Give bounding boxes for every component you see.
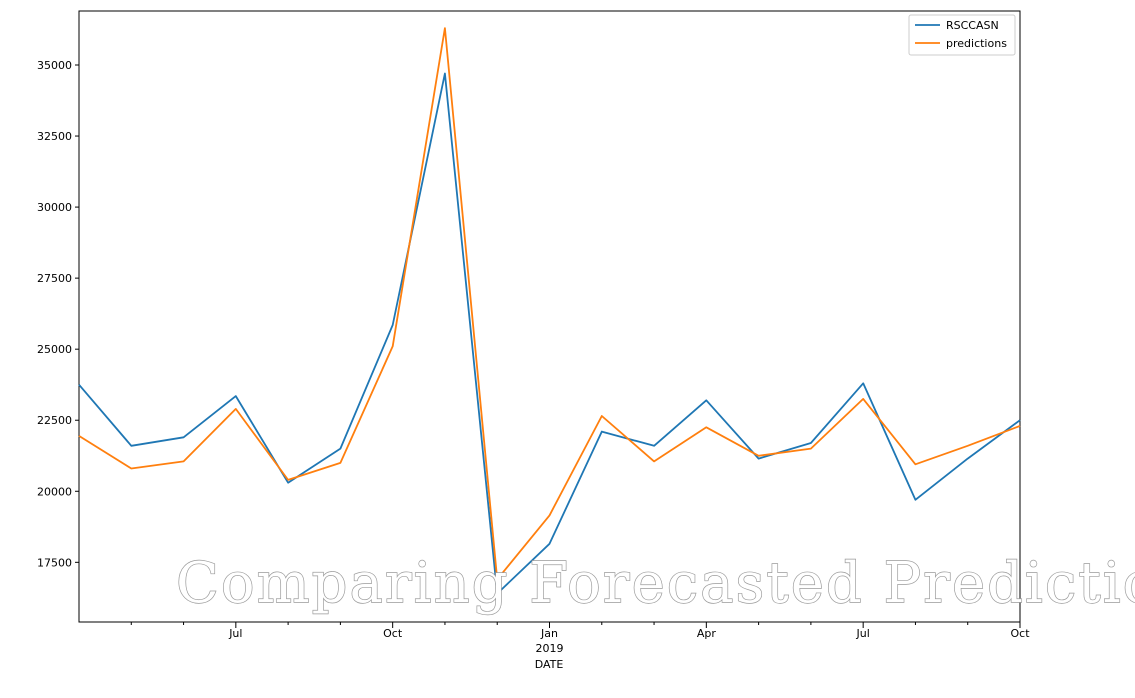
legend: RSCCASN predictions — [908, 14, 1016, 56]
x-axis: Jul Oct Jan 2019 Apr Jul Oct — [130, 622, 1030, 655]
x-tick-label: Jan — [540, 627, 558, 640]
series-line-predictions — [78, 27, 1021, 581]
axes-frame — [78, 10, 1021, 623]
x-tick-label: Jul — [856, 627, 870, 640]
y-tick-label: 25000 — [37, 343, 72, 356]
x-tick-label: Jul — [228, 627, 242, 640]
x-tick-label: Oct — [1010, 627, 1030, 640]
y-tick-label: 32500 — [37, 130, 72, 143]
y-tick-label: 35000 — [37, 59, 72, 72]
x-tick-label: Apr — [697, 627, 717, 640]
x-tick-label: Oct — [383, 627, 403, 640]
series-lines — [78, 27, 1021, 595]
legend-label-rsccasn: RSCCASN — [946, 19, 999, 32]
overlay-title: Comparing Forecasted Predictions — [176, 551, 1135, 616]
series-line-rsccasn — [78, 72, 1021, 595]
y-tick-label: 20000 — [37, 485, 72, 498]
plot-area — [78, 10, 1021, 623]
y-tick-label: 30000 — [37, 201, 72, 214]
x-axis-label: DATE — [535, 658, 564, 671]
y-tick-label: 17500 — [37, 556, 72, 569]
y-axis: 17500 20000 22500 25000 27500 30000 32500 35000 — [37, 59, 79, 569]
y-tick-label: 22500 — [37, 414, 72, 427]
legend-label-predictions: predictions — [946, 37, 1007, 50]
y-tick-label: 27500 — [37, 272, 72, 285]
x-tick-sublabel: 2019 — [536, 642, 564, 655]
